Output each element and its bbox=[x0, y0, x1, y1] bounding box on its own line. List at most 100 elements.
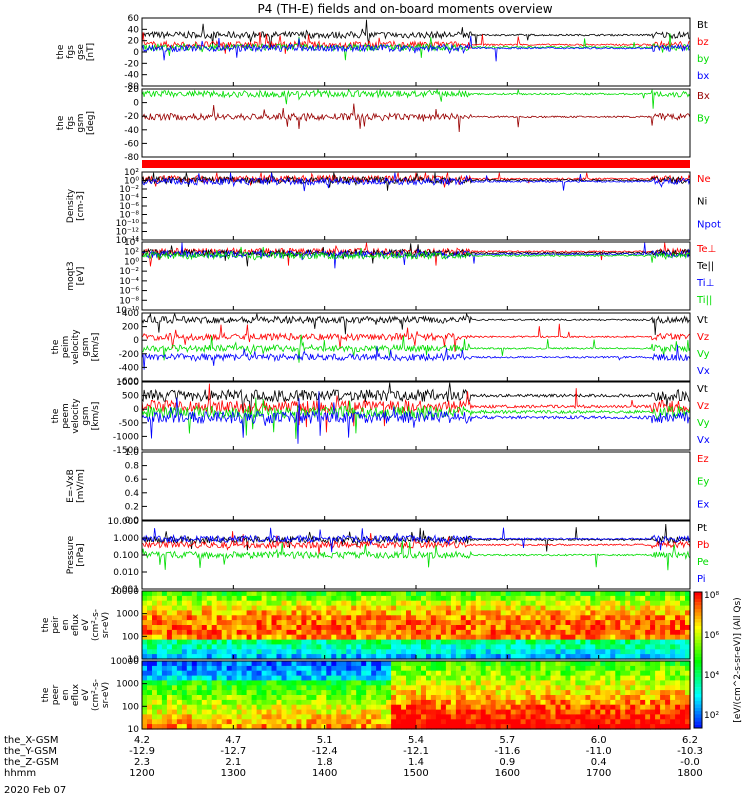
spectrogram-cell bbox=[346, 615, 352, 621]
spectrogram-cell bbox=[460, 695, 467, 701]
spectrogram-cell bbox=[430, 709, 437, 716]
spectrogram-cell bbox=[371, 644, 377, 650]
spectrogram-cell bbox=[311, 699, 317, 706]
spectrogram-cell bbox=[445, 675, 452, 682]
spectrogram-cell bbox=[361, 675, 367, 682]
spectrogram-cell bbox=[635, 629, 641, 636]
spectrogram-cell bbox=[291, 665, 298, 672]
spectrogram-cell bbox=[421, 690, 427, 696]
spectrogram-cell bbox=[371, 709, 377, 716]
spectrogram-cell bbox=[505, 649, 512, 655]
spectrogram-cell bbox=[615, 605, 621, 612]
y-tick-label: -40 bbox=[124, 71, 139, 81]
spectrogram-cell bbox=[680, 600, 686, 607]
legend-entry: Vy bbox=[697, 418, 710, 429]
spectrogram-cell bbox=[670, 709, 676, 716]
spectrogram-cell bbox=[152, 719, 158, 725]
spectrogram-cell bbox=[565, 615, 572, 621]
spectrogram-cell bbox=[256, 724, 263, 730]
spectrogram-cell bbox=[171, 665, 178, 672]
spectrogram-cell bbox=[570, 654, 576, 660]
spectrogram-cell bbox=[147, 661, 153, 667]
spectrogram-cell bbox=[545, 704, 552, 711]
spectrogram-cell bbox=[605, 605, 611, 612]
spectrogram-cell bbox=[251, 699, 258, 706]
spectrogram-cell bbox=[296, 644, 302, 650]
spectrogram-cell bbox=[316, 680, 322, 686]
spectrogram-cell bbox=[221, 685, 228, 691]
spectrogram-cell bbox=[500, 670, 507, 677]
spectrogram-cell bbox=[336, 695, 342, 701]
spectrogram-cell bbox=[291, 719, 298, 725]
spectrogram-cell bbox=[321, 591, 327, 597]
legend-entry: Te⊥ bbox=[696, 244, 716, 255]
spectrogram-cell bbox=[336, 649, 342, 655]
colorbar-cell bbox=[694, 666, 702, 671]
spectrogram-cell bbox=[640, 685, 646, 691]
spectrogram-cell bbox=[396, 610, 402, 616]
spectrogram-cell bbox=[580, 625, 586, 631]
spectrogram-cell bbox=[655, 695, 661, 701]
spectrogram-cell bbox=[176, 675, 183, 682]
spectrogram-cell bbox=[485, 685, 492, 691]
spectrogram-cell bbox=[401, 670, 407, 677]
spectrogram-cell bbox=[276, 680, 283, 686]
spectrogram-cell bbox=[391, 615, 397, 621]
spectrogram-cell bbox=[236, 724, 243, 730]
panel-frame bbox=[141, 17, 691, 87]
spectrogram-cell bbox=[196, 625, 203, 631]
spectrogram-cell bbox=[201, 620, 208, 626]
spectrogram-cell bbox=[655, 615, 661, 621]
spectrogram-cell bbox=[520, 639, 527, 646]
spectrogram-cell bbox=[376, 649, 382, 655]
spectrogram-cell bbox=[440, 649, 447, 655]
spectrogram-cell bbox=[186, 595, 193, 602]
spectrogram-cell bbox=[490, 665, 497, 672]
spectrogram-cell bbox=[371, 629, 377, 636]
spectrogram-cell bbox=[660, 644, 666, 650]
spectrogram-cell bbox=[430, 714, 437, 720]
spectrogram-cell bbox=[361, 620, 367, 626]
spectrogram-cell bbox=[142, 639, 148, 646]
spectrogram-cell bbox=[371, 699, 377, 706]
spectrogram-cell bbox=[520, 719, 527, 725]
colorbar-cell bbox=[694, 673, 702, 678]
spectrogram-cell bbox=[201, 654, 208, 660]
spectrogram-cell bbox=[346, 709, 352, 716]
spectrogram-cell bbox=[575, 615, 581, 621]
spectrogram-cell bbox=[246, 719, 253, 725]
spectrogram-cell bbox=[291, 695, 298, 701]
spectrogram-cell bbox=[381, 620, 387, 626]
spectrogram-cell bbox=[540, 719, 547, 725]
panel-ylabel: gsm bbox=[76, 113, 86, 132]
spectrogram-cell bbox=[630, 719, 636, 725]
spectrogram-cell bbox=[580, 600, 586, 607]
spectrogram-cell bbox=[361, 665, 367, 672]
spectrogram-cell bbox=[430, 704, 437, 711]
spectrogram-cell bbox=[346, 685, 352, 691]
spectrogram-cell bbox=[550, 699, 557, 706]
spectrogram-cell bbox=[485, 629, 492, 636]
spectrogram-cell bbox=[306, 680, 312, 686]
spectrogram-cell bbox=[535, 620, 542, 626]
spectrogram-cell bbox=[515, 665, 522, 672]
spectrogram-cell bbox=[171, 595, 178, 602]
spectrogram-cell bbox=[520, 605, 527, 612]
spectrogram-cell bbox=[495, 661, 502, 667]
spectrogram-cell bbox=[615, 661, 621, 667]
spectrogram-cell bbox=[485, 649, 492, 655]
spectrogram-cell bbox=[216, 620, 223, 626]
colorbar-tick-label: 10⁴ bbox=[704, 671, 719, 681]
spectrogram-cell bbox=[236, 719, 243, 725]
panel-ylabel: [km/s] bbox=[91, 333, 101, 362]
spectrogram-cell bbox=[560, 639, 567, 646]
spectrogram-cell bbox=[590, 685, 596, 691]
spectrogram-cell bbox=[620, 685, 626, 691]
spectrogram-cell bbox=[396, 649, 402, 655]
spectrogram-cell bbox=[640, 639, 646, 646]
spectrogram-cell bbox=[416, 625, 422, 631]
spectrogram-cell bbox=[201, 625, 208, 631]
legend-entry: Vx bbox=[697, 435, 710, 446]
spectrogram-cell bbox=[655, 591, 661, 597]
panel-ylabel: eV bbox=[81, 618, 91, 631]
